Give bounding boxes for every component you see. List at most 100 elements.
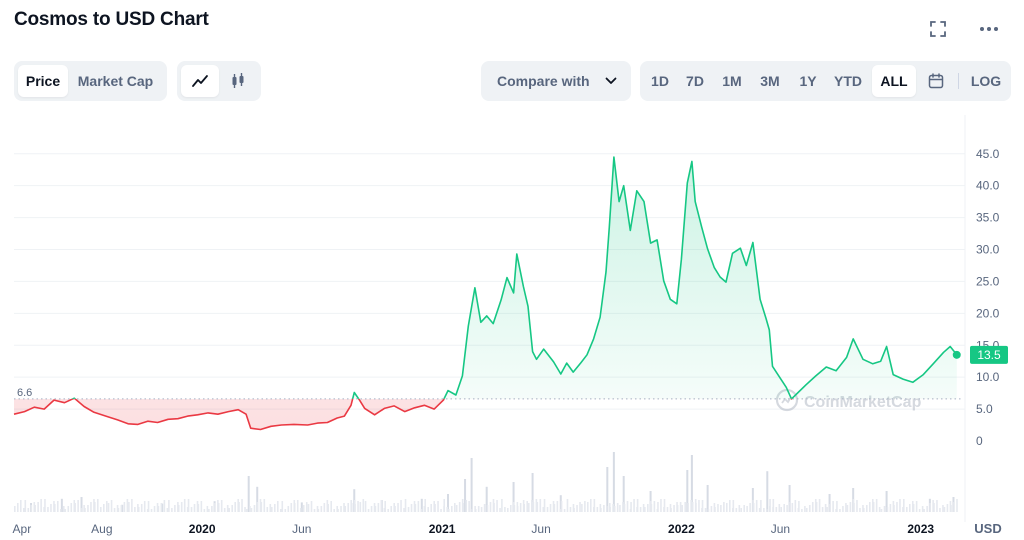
volume-bar: [183, 499, 186, 512]
volume-bar: [168, 500, 170, 512]
volume-bar: [14, 506, 16, 512]
volume-bar: [600, 508, 602, 512]
volume-bar: [769, 499, 771, 512]
line-chart-button[interactable]: [181, 65, 219, 97]
volume-bar: [863, 508, 865, 512]
volume-bar: [695, 503, 697, 512]
volume-bar: [211, 506, 213, 512]
volume-bar: [609, 507, 611, 512]
volume-bar: [93, 502, 96, 512]
volume-bar: [87, 505, 89, 512]
volume-bar: [956, 499, 958, 512]
range-all[interactable]: ALL: [872, 65, 916, 97]
volume-bar: [305, 502, 308, 512]
volume-bar: [788, 485, 791, 512]
volume-bar: [639, 507, 642, 512]
volume-bar: [420, 498, 423, 512]
volume-bar: [253, 505, 256, 512]
log-scale-button[interactable]: LOG: [970, 73, 1002, 89]
current-price-label: 13.5: [977, 348, 1001, 362]
volume-bar: [687, 503, 689, 512]
volume-bar: [427, 507, 430, 512]
volume-bar: [340, 506, 342, 512]
calendar-icon: [928, 73, 944, 89]
volume-bar: [676, 505, 679, 512]
calendar-button[interactable]: [923, 65, 949, 97]
volume-bar: [343, 503, 345, 512]
volume-bar: [824, 504, 827, 512]
volume-bar: [560, 501, 563, 512]
volume-bar: [780, 507, 782, 512]
compare-with-dropdown[interactable]: Compare with: [481, 61, 631, 101]
range-1m[interactable]: 1M: [722, 73, 742, 89]
volume-bar: [250, 508, 253, 512]
volume-bar: [660, 499, 662, 512]
volume-bar: [552, 501, 555, 512]
volume-bar: [553, 504, 556, 512]
volume-bar: [404, 499, 407, 512]
volume-bar: [815, 502, 818, 512]
volume-bar: [485, 486, 488, 512]
y-tick-label: 10.0: [976, 370, 1000, 384]
volume-bar: [84, 508, 86, 512]
volume-bar: [612, 452, 615, 512]
volume-bar: [77, 500, 79, 512]
volume-bar: [912, 504, 915, 512]
volume-bar: [143, 501, 146, 512]
volume-bar: [856, 500, 858, 512]
range-3m[interactable]: 3M: [760, 73, 780, 89]
volume-bar: [434, 504, 436, 512]
volume-bar: [536, 502, 539, 512]
volume-bar: [569, 507, 572, 512]
volume-bar: [786, 505, 788, 512]
range-1d[interactable]: 1D: [651, 73, 669, 89]
range-7d[interactable]: 7D: [686, 73, 704, 89]
volume-bar: [397, 503, 399, 512]
volume-bar: [606, 467, 609, 512]
volume-bar: [310, 501, 313, 512]
range-ytd[interactable]: YTD: [834, 73, 862, 89]
volume-bar: [458, 502, 461, 512]
volume-bar: [73, 500, 76, 512]
more-horizontal-icon[interactable]: [978, 18, 1000, 40]
volume-bar: [630, 502, 632, 512]
volume-bar: [596, 507, 599, 512]
x-tick-label: Jun: [292, 522, 311, 536]
volume-bar: [260, 502, 263, 512]
candlestick-button[interactable]: [219, 65, 257, 97]
volume-bar: [420, 509, 423, 512]
volume-bar: [519, 503, 522, 512]
y-tick-label: 20.0: [976, 306, 1000, 320]
y-tick-label: 45.0: [976, 147, 1000, 161]
volume-bar: [752, 503, 755, 512]
volume-bar: [137, 504, 139, 512]
volume-bar: [437, 501, 439, 512]
volume-bar: [499, 508, 501, 512]
volume-bar: [911, 501, 914, 512]
y-axis: 05.010.015.020.025.030.035.040.045.0: [976, 147, 1000, 448]
tab-market-cap[interactable]: Market Cap: [77, 73, 154, 89]
volume-bar: [269, 504, 272, 512]
volume-bar: [326, 500, 329, 512]
range-1y[interactable]: 1Y: [799, 73, 817, 89]
volume-bar: [946, 504, 949, 512]
candlestick-icon: [232, 73, 244, 88]
volume-bar: [510, 505, 512, 512]
volume-bar: [27, 508, 30, 512]
volume-bar: [470, 458, 473, 512]
volume-bar: [56, 501, 59, 512]
volume-bar: [387, 509, 390, 512]
volume-bar: [593, 499, 596, 512]
fullscreen-icon[interactable]: [927, 18, 949, 40]
volume-bar: [805, 508, 808, 512]
volume-bar: [336, 506, 338, 512]
volume-bar: [684, 502, 687, 512]
volume-bar: [619, 505, 621, 512]
volume-bar: [842, 506, 844, 512]
volume-bar: [573, 508, 575, 512]
volume-bar: [746, 506, 748, 512]
volume-bar: [241, 499, 243, 512]
tab-price[interactable]: Price: [18, 65, 68, 97]
volume-bar: [290, 503, 293, 512]
